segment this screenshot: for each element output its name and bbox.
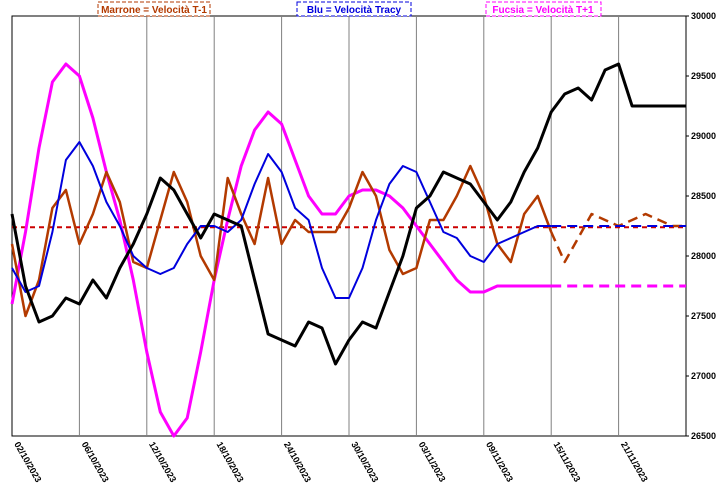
x-axis: 02/10/2023 06/10/2023 12/10/2023 18/10/2023… [12, 440, 650, 484]
legend-box-marrone [97, 1, 211, 17]
y-tick-label: 30000 [691, 11, 716, 21]
series-marrone-line [10, 164, 553, 318]
x-tick-label: 30/10/2023 [349, 440, 380, 484]
x-tick-label: 06/10/2023 [80, 440, 111, 484]
x-tick-label: 02/10/2023 [12, 440, 43, 484]
y-tick-label: 28500 [691, 191, 716, 201]
series-lines [10, 62, 686, 438]
y-tick-label: 29500 [691, 71, 716, 81]
y-tick-label: 29000 [691, 131, 716, 141]
legend-box-fucsia [485, 1, 602, 17]
series-blu-line [11, 141, 552, 299]
legend: Marrone = Velocità T-1 Blu = Velocità Tr… [97, 1, 602, 17]
y-tick-label: 28000 [691, 251, 716, 261]
legend-box-blu [296, 1, 412, 17]
series-price-line [10, 62, 686, 366]
x-tick-label: 03/11/2023 [417, 440, 448, 484]
y-axis: 26500 27000 27500 28000 28500 29000 29500 30000 [686, 11, 716, 441]
x-tick-label: 24/10/2023 [282, 440, 313, 484]
legend-item-fucsia: Fucsia = Velocità T+1 [485, 1, 602, 17]
x-tick-label: 21/11/2023 [619, 440, 650, 484]
legend-item-marrone: Marrone = Velocità T-1 [97, 1, 211, 17]
x-tick-label: 12/10/2023 [147, 440, 178, 484]
x-tick-label: 18/10/2023 [214, 440, 245, 484]
legend-item-blu: Blu = Velocità Tracy [296, 1, 412, 17]
y-tick-label: 27000 [691, 371, 716, 381]
x-tick-label: 09/11/2023 [484, 440, 515, 484]
legend-label-fucsia: Fucsia = Velocità T+1 [492, 5, 594, 16]
series-fucsia-line [10, 62, 552, 438]
x-tick-label: 15/11/2023 [551, 440, 582, 484]
y-tick-label: 26500 [691, 431, 716, 441]
legend-label-blu: Blu = Velocità Tracy [307, 5, 402, 16]
legend-label-marrone: Marrone = Velocità T-1 [101, 5, 207, 16]
y-tick-label: 27500 [691, 311, 716, 321]
